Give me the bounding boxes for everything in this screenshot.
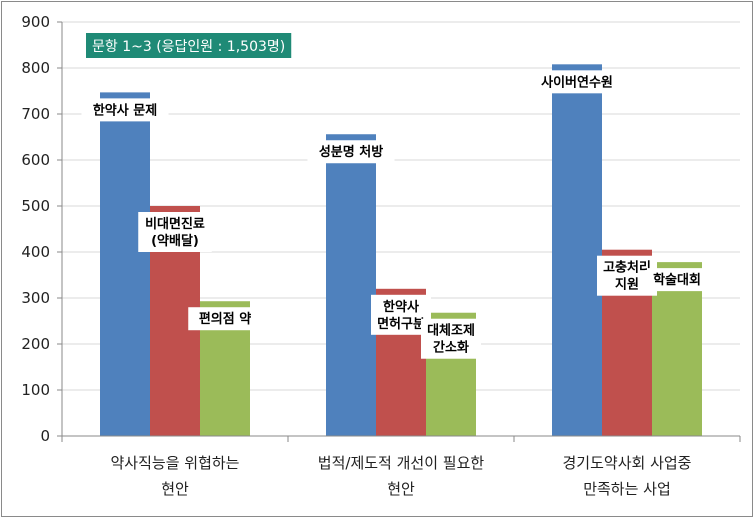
data-label: 간소화: [433, 340, 469, 356]
annotation-box: 문항 1~3 (응답인원 : 1,503명): [86, 33, 292, 58]
data-label-background: [138, 212, 212, 252]
annotation-background: [86, 33, 292, 58]
bar: [326, 134, 376, 437]
data-label: 사이버연수원: [541, 74, 613, 90]
data-label: 한약사: [383, 299, 419, 315]
data-label: 성분명 처방: [319, 144, 383, 160]
data-label: 대체조제: [427, 324, 475, 339]
data-label-background: [188, 307, 262, 331]
data-label-background: [647, 268, 707, 292]
y-tick-label: 500: [21, 197, 50, 215]
y-tick-label: 800: [21, 59, 50, 77]
y-tick-label: 200: [21, 335, 50, 353]
bar: [100, 92, 150, 436]
y-tick-label: 400: [21, 243, 50, 261]
data-label: 비대면진료: [145, 216, 205, 232]
y-tick-label: 300: [21, 289, 50, 307]
data-label-background: [307, 140, 395, 164]
annotation-text: 문항 1~3 (응답인원 : 1,503명): [92, 39, 285, 55]
y-tick-label: 100: [21, 381, 50, 399]
x-category-label: 법적/제도적 개선이 필요한: [318, 454, 485, 472]
x-category-label: 만족하는 사업: [583, 480, 671, 498]
data-label: 지원: [615, 278, 639, 293]
data-label-background: [421, 318, 481, 359]
data-label: 고충처리: [603, 260, 651, 276]
data-label: 한약사 문제: [93, 102, 157, 118]
x-category-label: 경기도약사회 사업중: [563, 454, 692, 472]
y-tick-label: 0: [40, 427, 50, 445]
bar: [552, 64, 602, 436]
axes: 0 100 200 300 400 500 600 700 800 900 약사직능을 위협하는현안…: [21, 13, 741, 498]
data-label-background: [533, 70, 621, 94]
x-category-label: 현안: [161, 480, 189, 498]
x-category-label: 약사직능을 위협하는: [111, 454, 240, 472]
data-label: 편의점 약: [199, 311, 251, 327]
data-label-background: [81, 98, 169, 122]
x-category-label: 현안: [387, 480, 415, 498]
y-tick-label: 900: [21, 13, 50, 31]
data-label: 면허구분: [377, 316, 425, 332]
data-label: 학술대회: [653, 272, 701, 288]
y-tick-label: 600: [21, 151, 50, 169]
y-tick-label: 700: [21, 105, 50, 123]
data-label: (약배달): [151, 233, 199, 249]
